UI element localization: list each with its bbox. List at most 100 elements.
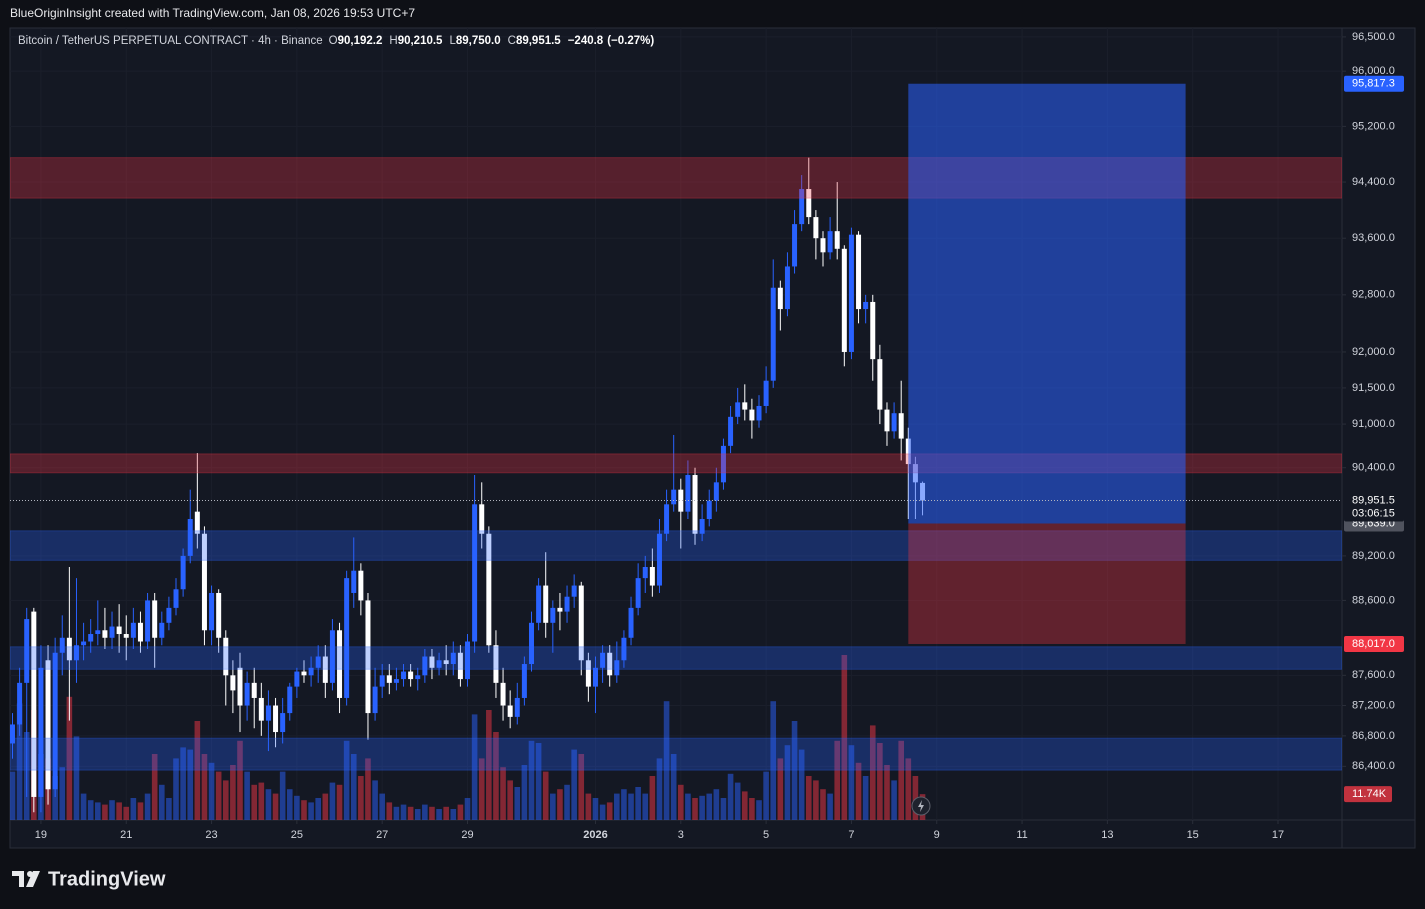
candle-body xyxy=(223,637,229,676)
x-tick-label: 25 xyxy=(291,829,303,841)
volume-bar xyxy=(770,701,777,820)
candle-body xyxy=(429,656,435,668)
candle-body xyxy=(116,626,122,635)
candle-body xyxy=(507,705,513,717)
volume-bar xyxy=(486,710,492,820)
volume-bar xyxy=(315,798,322,820)
volume-bar xyxy=(358,776,364,820)
volume-bar xyxy=(599,804,606,820)
candle-body xyxy=(884,409,890,432)
candle-body xyxy=(678,489,684,512)
candle-body xyxy=(180,555,186,590)
candle-body xyxy=(713,482,719,501)
volume-bar xyxy=(884,765,890,820)
volume-bar xyxy=(407,806,414,820)
volume-bar xyxy=(869,725,876,820)
candle-body xyxy=(536,585,542,623)
candle-body xyxy=(649,566,655,586)
candle-body xyxy=(322,656,328,683)
volume-bar xyxy=(422,804,428,820)
candle-body xyxy=(251,682,257,698)
volume-label: 11.74K xyxy=(1352,788,1387,800)
candle-body xyxy=(863,301,869,310)
volume-bar xyxy=(80,793,87,820)
candle-body xyxy=(130,622,136,638)
logo-slash xyxy=(26,871,40,887)
candle-body xyxy=(742,402,748,410)
candle-body xyxy=(315,656,321,668)
candle-body xyxy=(194,511,200,534)
candle-body xyxy=(870,301,876,360)
volume-bar xyxy=(820,789,826,820)
candle-body xyxy=(415,675,421,680)
volume-bar xyxy=(194,721,201,820)
candle-body xyxy=(493,645,499,683)
x-tick-label: 5 xyxy=(763,829,769,841)
legend-key: L xyxy=(449,35,456,47)
volume-bar xyxy=(557,789,563,820)
candle-body xyxy=(159,622,165,638)
x-tick-label: 17 xyxy=(1272,829,1284,841)
volume-bar xyxy=(692,798,698,820)
candle-body xyxy=(720,445,726,483)
candle-body xyxy=(877,359,883,410)
volume-label-box xyxy=(1344,786,1392,803)
y-tick-label: 93,600.0 xyxy=(1352,232,1395,244)
candle-body xyxy=(898,413,904,439)
y-tick-label: 89,200.0 xyxy=(1352,550,1395,562)
candle-body xyxy=(145,600,151,642)
candle-body xyxy=(173,589,179,608)
volume-bar xyxy=(592,798,599,820)
volume-bar xyxy=(329,782,336,820)
candle-body xyxy=(244,682,250,706)
header: BlueOriginInsight created with TradingVi… xyxy=(10,6,415,20)
candle-body xyxy=(813,217,819,239)
logo-mark xyxy=(12,871,24,887)
candle-body xyxy=(237,667,243,706)
candle-body xyxy=(436,660,442,668)
target-label: 95,817.3 xyxy=(1352,78,1395,90)
volume-bar xyxy=(550,793,556,820)
legend-key: O xyxy=(329,35,338,47)
candle-body xyxy=(514,697,520,717)
volume-bar xyxy=(507,780,513,820)
zone xyxy=(10,530,1342,561)
candle-body xyxy=(571,585,577,597)
x-tick-label: 23 xyxy=(205,829,217,841)
volume-bar xyxy=(251,784,258,820)
volume-bar xyxy=(244,771,250,820)
candle-body xyxy=(102,630,108,638)
y-tick-label: 96,000.0 xyxy=(1352,65,1395,77)
candle-body xyxy=(792,224,798,267)
candle-body xyxy=(763,380,769,406)
candle-body xyxy=(152,600,158,638)
candle-body xyxy=(642,566,648,579)
candle-body xyxy=(692,475,698,534)
candle-body xyxy=(344,578,350,698)
volume-bar xyxy=(813,780,819,820)
volume-bar xyxy=(713,789,720,820)
volume-bar xyxy=(350,754,357,820)
volume-bar xyxy=(59,767,66,820)
volume-bar xyxy=(628,793,634,820)
candle-body xyxy=(265,705,271,721)
candle-body xyxy=(379,675,385,687)
y-tick-label: 87,200.0 xyxy=(1352,699,1395,711)
x-tick-label: 9 xyxy=(934,829,940,841)
volume-bar xyxy=(493,732,499,820)
candle-body xyxy=(201,533,207,631)
volume-bar xyxy=(386,802,393,820)
volume-bar xyxy=(151,754,158,820)
candle-body xyxy=(628,607,634,638)
candle-body xyxy=(287,686,293,714)
volume-bar xyxy=(471,714,478,820)
volume-bar xyxy=(102,804,108,820)
volume-bar xyxy=(763,771,769,820)
volume-bar xyxy=(393,806,400,820)
candle-body xyxy=(585,660,591,687)
volume-bar xyxy=(734,782,741,820)
x-tick-label: 21 xyxy=(120,829,132,841)
candle-body xyxy=(685,475,691,512)
candle-body xyxy=(10,724,15,744)
candle-body xyxy=(578,585,584,661)
